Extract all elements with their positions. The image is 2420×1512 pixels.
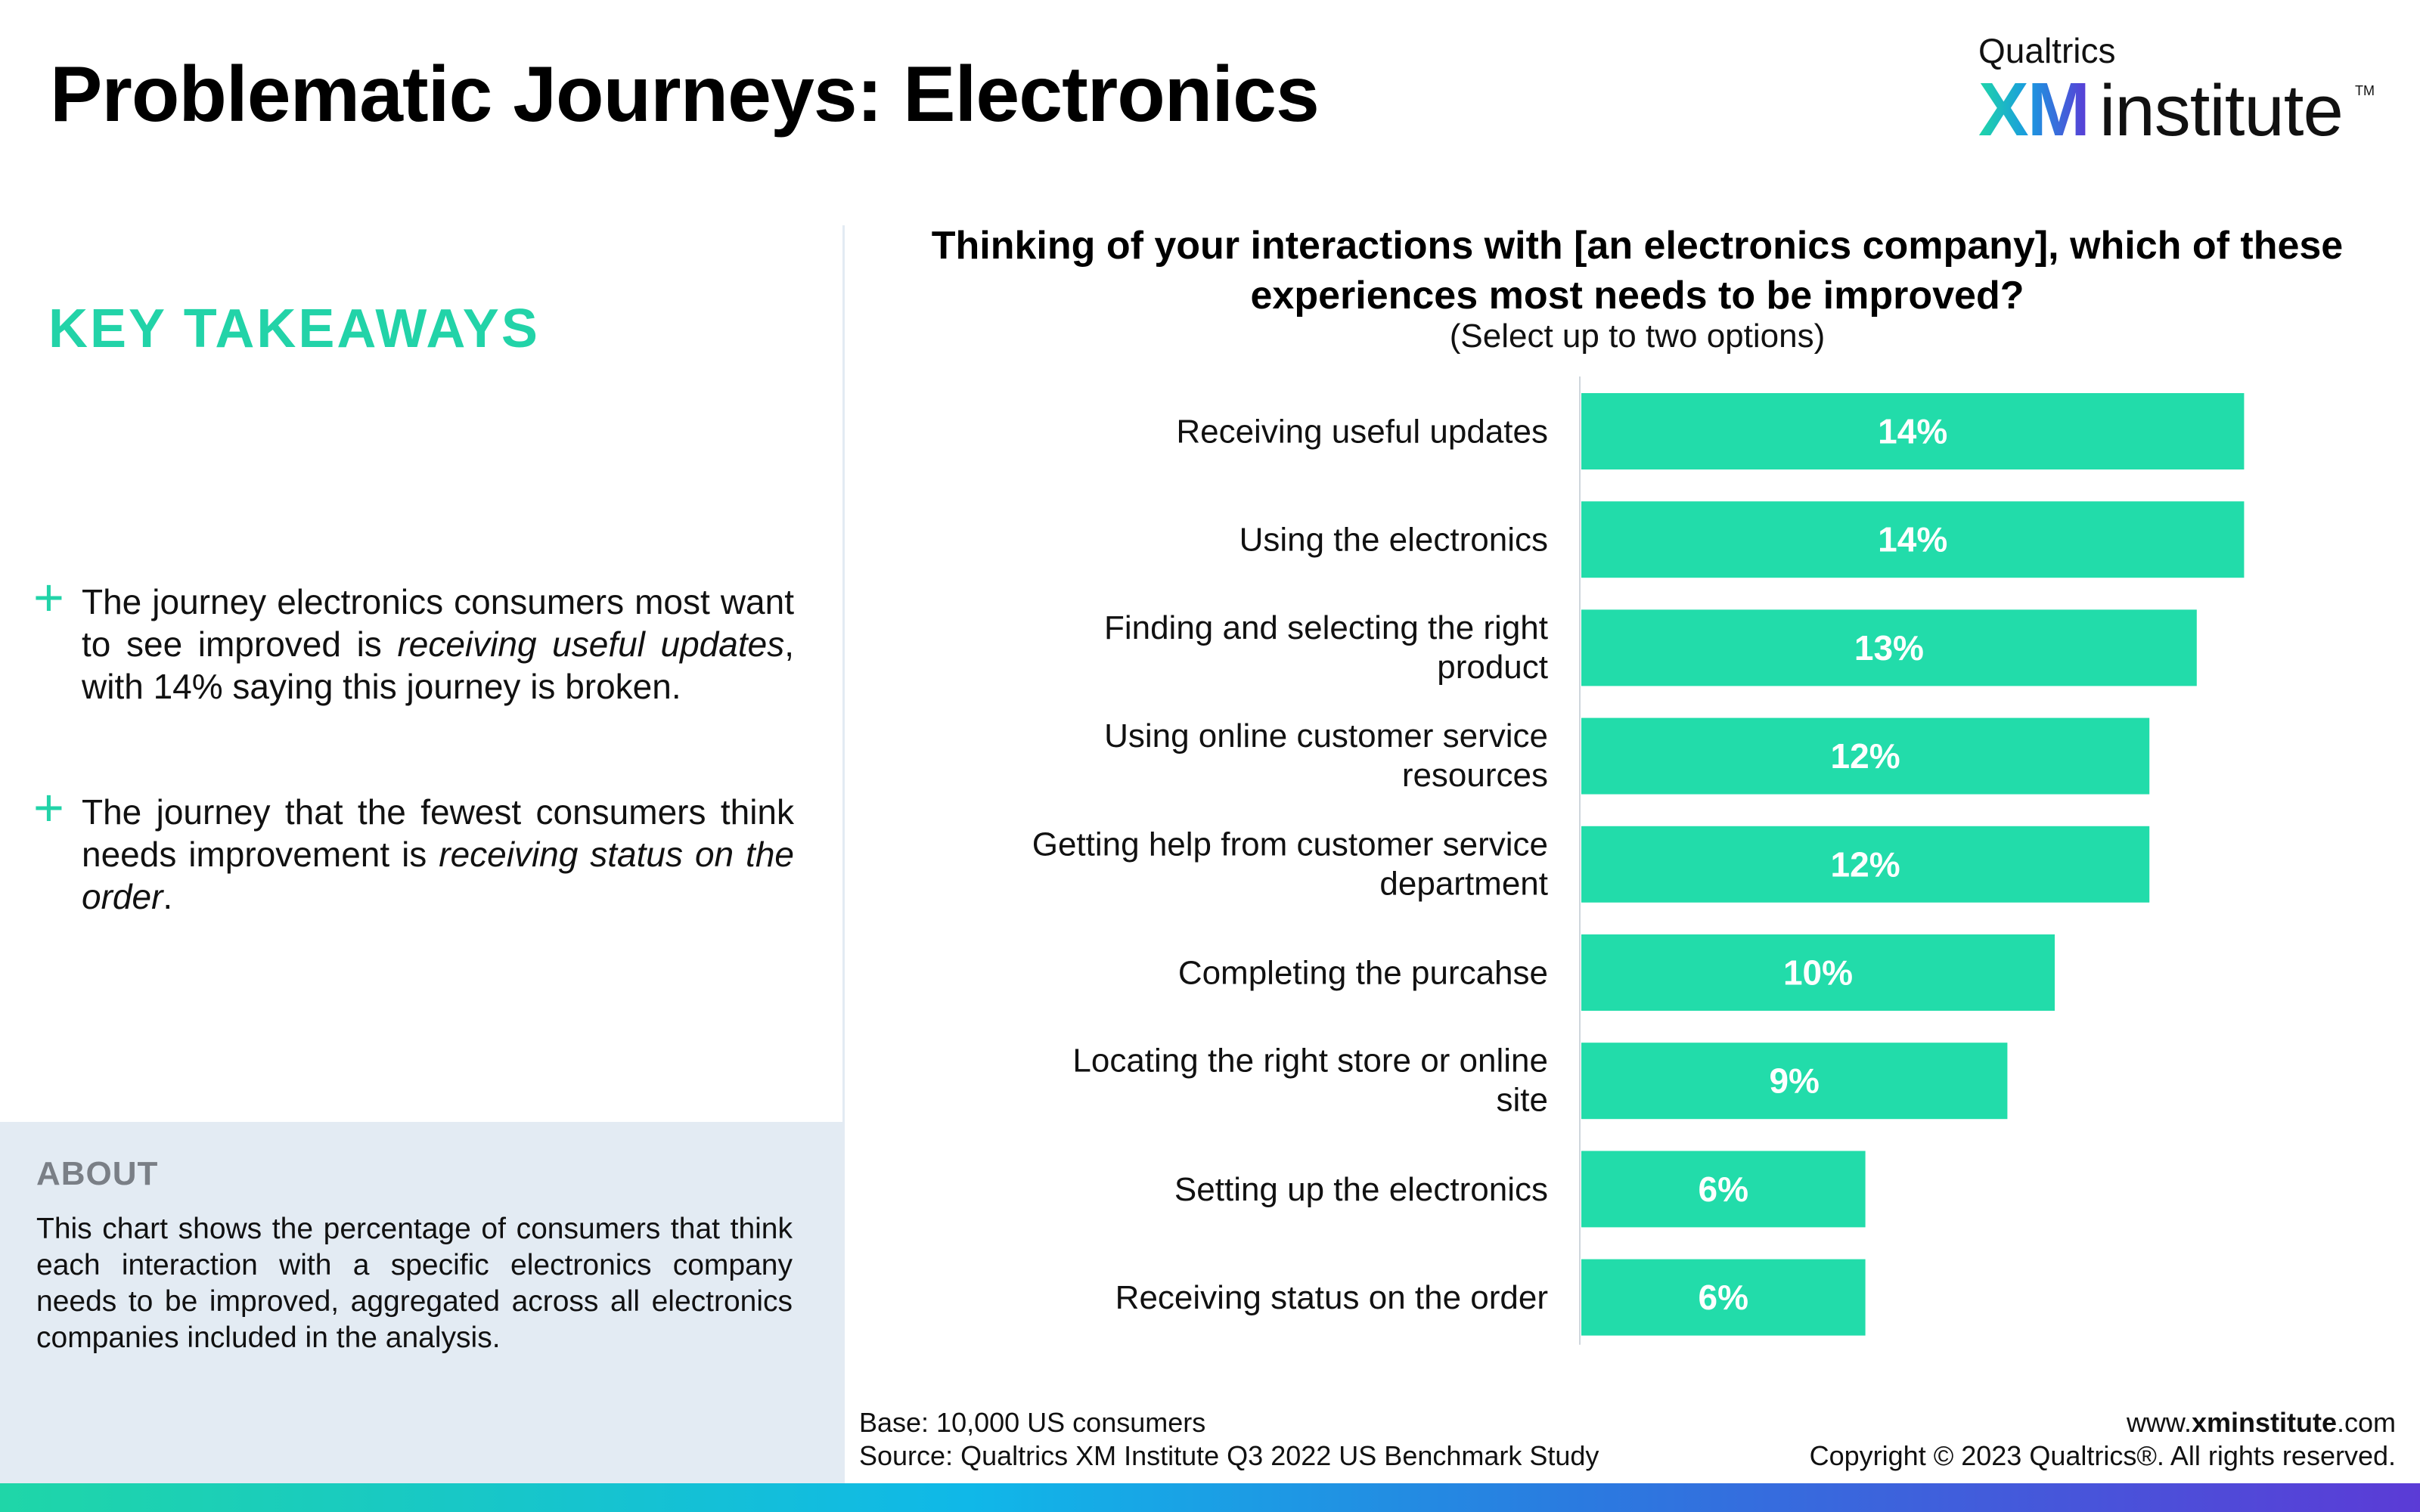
data-label: 12% <box>1831 736 1900 776</box>
category-label: Locating the right store or online site <box>1072 1043 1548 1119</box>
category-label: Using the electronics <box>1239 522 1548 559</box>
takeaway-item: + The journey electronics consumers most… <box>33 568 794 708</box>
category-label: Receiving status on the order <box>1115 1279 1548 1316</box>
key-takeaways-heading: KEY TAKEAWAYS <box>48 299 540 359</box>
logo-xm-text: XM <box>1978 67 2090 152</box>
page-title: Problematic Journeys: Electronics <box>50 51 1320 138</box>
about-heading: ABOUT <box>36 1155 159 1192</box>
data-label: 13% <box>1854 628 1924 668</box>
plus-icon: + <box>33 778 64 837</box>
bar <box>1581 501 2245 578</box>
data-label: 10% <box>1783 953 1853 993</box>
bar <box>1581 717 2150 795</box>
chart-title: Thinking of your interactions with [an e… <box>931 224 2344 318</box>
category-label: Setting up the electronics <box>1174 1171 1548 1208</box>
about-text: This chart shows the percentage of consu… <box>36 1213 793 1354</box>
bar <box>1581 934 2055 1011</box>
copyright-text: Copyright © 2023 Qualtrics®. All rights … <box>1809 1440 2396 1471</box>
logo-trademark: TM <box>2355 83 2375 98</box>
chart-subtitle: (Select up to two options) <box>1449 318 1826 355</box>
bar <box>1581 1259 1866 1336</box>
takeaway-text: The journey that the fewest consumers th… <box>82 792 794 916</box>
base-note: Base: 10,000 US consumers <box>859 1407 1206 1438</box>
bar <box>1581 826 2150 903</box>
data-label: 6% <box>1699 1278 1748 1317</box>
category-label: Using online customer service resources <box>1104 717 1548 794</box>
category-label: Completing the purcahse <box>1178 955 1548 992</box>
gradient-footer-bar <box>0 1483 2420 1512</box>
category-label: Getting help from customer service depart… <box>1032 826 1548 902</box>
category-label: Finding and selecting the right product <box>1104 609 1548 686</box>
logo-institute-text: institute <box>2099 70 2344 151</box>
footer-copyright: www.xminstitute.com Copyright © 2023 Qua… <box>1810 1406 2396 1473</box>
footer-source: Base: 10,000 US consumers Source: Qualtr… <box>859 1406 1599 1473</box>
category-label: Receiving useful updates <box>1176 414 1548 451</box>
data-label: 14% <box>1878 412 1947 451</box>
xm-institute-logo: Qualtrics XM institute TM <box>1978 30 2375 152</box>
bar <box>1581 393 2245 469</box>
data-label: 14% <box>1878 520 1947 559</box>
website-link[interactable]: www.xminstitute.com <box>2126 1407 2396 1438</box>
source-note: Source: Qualtrics XM Institute Q3 2022 U… <box>859 1440 1599 1471</box>
data-label: 6% <box>1699 1170 1748 1209</box>
bar <box>1581 1151 1866 1228</box>
bar-chart: 14% Receiving useful updates 14% Using the … <box>1032 376 2245 1345</box>
about-panel: ABOUT This chart shows the percentage of… <box>0 1122 842 1485</box>
bar <box>1581 1043 2008 1120</box>
bar <box>1581 609 2197 686</box>
vertical-divider <box>842 225 845 1483</box>
takeaway-item: + The journey that the fewest consumers … <box>33 778 794 918</box>
data-label: 12% <box>1831 844 1900 884</box>
takeaway-text: The journey electronics consumers most w… <box>82 582 794 706</box>
plus-icon: + <box>33 568 64 627</box>
logo-qualtrics-text: Qualtrics <box>1978 31 2116 70</box>
data-label: 9% <box>1769 1061 1819 1101</box>
